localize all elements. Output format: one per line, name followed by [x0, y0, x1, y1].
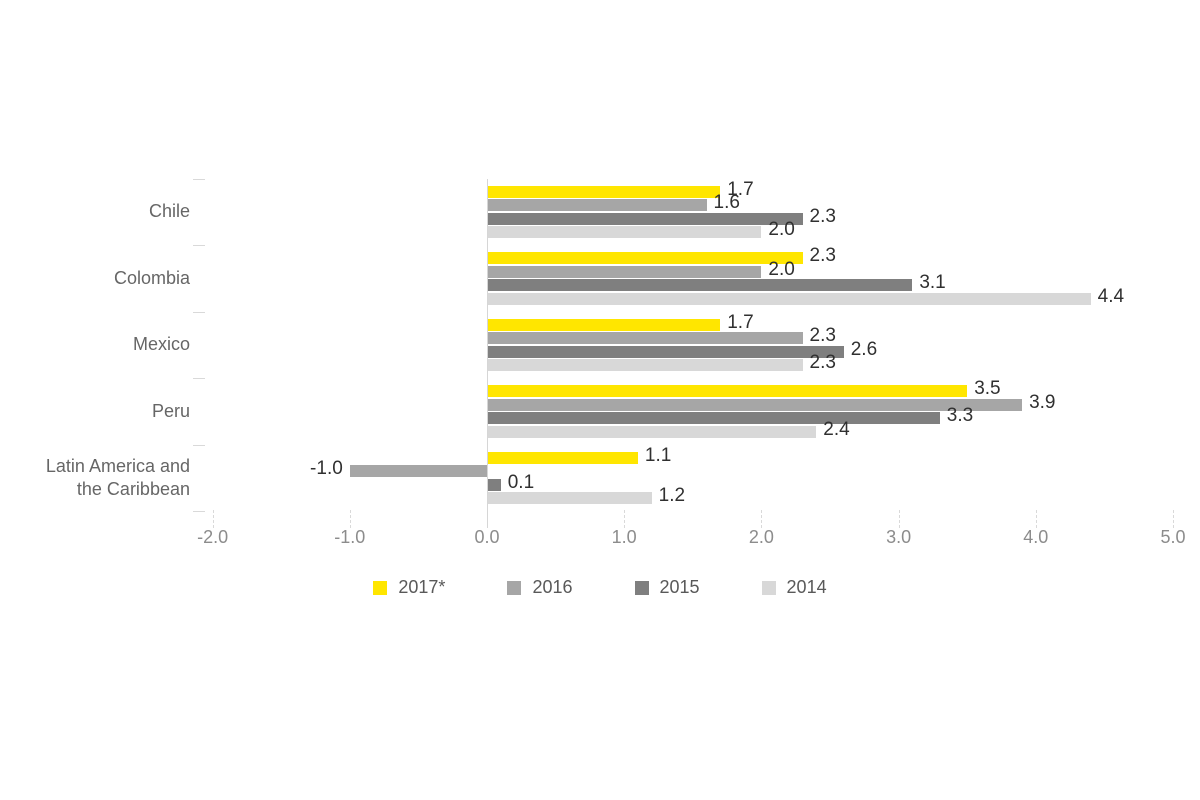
value-label: 1.7	[727, 311, 754, 333]
category-axis-tick	[193, 245, 205, 246]
legend-item: 2016	[507, 577, 573, 598]
legend-item: 2015	[634, 577, 700, 598]
legend-label: 2015	[659, 577, 700, 597]
x-axis-tick	[1035, 510, 1037, 528]
value-label: 1.1	[644, 444, 672, 466]
x-axis-tick-label: 4.0	[1023, 527, 1049, 547]
bar	[487, 252, 803, 264]
value-label: 3.9	[1029, 391, 1056, 413]
legend-item: 2017*	[373, 577, 445, 598]
bar	[487, 451, 638, 464]
x-axis-tick-label: 2.0	[748, 527, 774, 547]
legend-swatch-icon	[634, 580, 649, 595]
x-axis-tick-label: 1.0	[611, 527, 637, 547]
value-label: 2.3	[809, 325, 836, 346]
value-label: 2.6	[850, 338, 878, 360]
value-label: 3.3	[946, 405, 974, 426]
zero-baseline	[487, 178, 488, 528]
legend-swatch-icon	[507, 580, 522, 595]
value-label: 1.2	[658, 485, 686, 506]
value-label: 2.3	[809, 245, 836, 266]
bar	[487, 492, 652, 504]
x-axis-tick-label: -2.0	[197, 527, 229, 547]
value-label: 2.3	[809, 352, 836, 373]
bar	[487, 292, 1091, 305]
x-axis-tick	[761, 510, 763, 528]
value-label: -1.0	[310, 458, 343, 479]
x-axis-tick	[212, 510, 214, 528]
value-label: 2.4	[823, 418, 850, 440]
value-label: 2.3	[809, 205, 836, 227]
x-axis-tick	[898, 510, 900, 528]
bar	[487, 359, 803, 371]
legend-swatch-icon	[761, 580, 776, 595]
bar	[487, 199, 707, 211]
value-label: 4.4	[1097, 285, 1125, 307]
category-axis-tick	[193, 511, 205, 512]
legend-label: 2016	[532, 577, 573, 597]
bar	[487, 345, 844, 358]
category-axis-tick	[193, 178, 205, 180]
value-label: 3.5	[974, 378, 1001, 399]
category-label: Colombia	[113, 267, 190, 288]
legend-item: 2014	[761, 577, 827, 598]
bar	[487, 279, 913, 291]
bar	[487, 412, 940, 424]
value-label: 1.6	[713, 192, 740, 213]
bar	[487, 478, 501, 491]
legend: 2017* 2016 2015 2014	[0, 577, 1200, 598]
x-axis-tick-label: -1.0	[334, 527, 366, 547]
legend-label: 2017*	[398, 577, 446, 597]
x-axis-tick	[1173, 510, 1174, 528]
x-axis-tick	[624, 510, 626, 528]
bar	[487, 398, 1023, 411]
value-label: 2.0	[768, 219, 795, 240]
category-label: Chile	[148, 201, 190, 222]
bar	[487, 425, 817, 438]
value-label: 3.1	[919, 272, 946, 293]
legend-label: 2014	[786, 577, 827, 597]
bar	[349, 465, 487, 477]
bar	[487, 226, 762, 238]
category-axis-tick	[193, 444, 205, 446]
category-axis-tick	[193, 311, 205, 313]
bar	[487, 318, 721, 331]
bar	[487, 265, 762, 278]
x-axis-tick-label: 0.0	[474, 527, 500, 547]
x-axis-tick-label: 3.0	[886, 527, 912, 547]
bar	[487, 385, 968, 397]
value-label: 2.0	[768, 258, 795, 280]
value-label: 1.7	[727, 178, 754, 200]
category-label: Latin America and the Caribbean	[45, 455, 190, 499]
category-label: Mexico	[132, 334, 190, 355]
value-label: 0.1	[507, 471, 535, 493]
bar	[487, 212, 803, 225]
bar	[487, 185, 721, 198]
x-axis-tick-label: 5.0	[1160, 527, 1186, 547]
x-axis-tick	[349, 510, 351, 528]
bar	[487, 332, 803, 344]
legend-swatch-icon	[373, 580, 388, 595]
category-axis-tick	[193, 378, 205, 379]
category-label: Peru	[151, 400, 190, 421]
